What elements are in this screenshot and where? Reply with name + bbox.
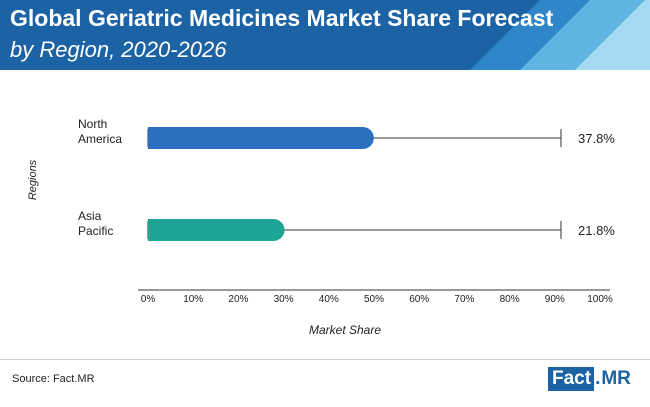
logo-fact-text: Fact	[548, 367, 595, 391]
x-tick-label: 30%	[274, 294, 294, 305]
y-axis-label: Regions	[27, 159, 39, 200]
x-tick-label: 80%	[500, 294, 520, 305]
x-axis-label: Market Share	[309, 323, 381, 337]
x-tick-label: 90%	[545, 294, 565, 305]
header-banner: Global Geriatric Medicines Market Share …	[0, 0, 650, 70]
value-label: 21.8%	[578, 223, 615, 238]
plot-area: 0% 10% 20% 30% 40% 50% 60% 70% 80% 90% 100% NorthAm…	[78, 117, 615, 305]
source-note: Source: Fact.MR	[12, 373, 95, 385]
x-tick-label: 100%	[587, 294, 613, 305]
category-label: North	[78, 117, 107, 131]
factmr-logo: Fact . MR	[548, 366, 644, 392]
x-tick-label: 50%	[364, 294, 384, 305]
logo-dot-text: .	[595, 368, 601, 389]
x-tick-label: 20%	[228, 294, 248, 305]
header-decoration	[470, 0, 650, 70]
category-label: Pacific	[78, 224, 113, 238]
value-label: 37.8%	[578, 131, 615, 146]
chart-subtitle: by Region, 2020-2026	[10, 37, 227, 62]
bar-asia-pacific	[148, 219, 285, 241]
category-label: America	[78, 132, 122, 146]
category-label: Asia	[78, 209, 102, 223]
x-tick-label: 60%	[409, 294, 429, 305]
footer-divider	[0, 359, 650, 360]
decor-stripe-3	[575, 0, 650, 70]
chart-title: Global Geriatric Medicines Market Share …	[10, 5, 554, 31]
x-tick-label: 10%	[183, 294, 203, 305]
x-tick-label: 40%	[319, 294, 339, 305]
logo-mr-text: MR	[601, 368, 631, 389]
x-tick-label: 0%	[141, 294, 156, 305]
x-tick-label: 70%	[454, 294, 474, 305]
bar-north-america	[148, 127, 374, 149]
